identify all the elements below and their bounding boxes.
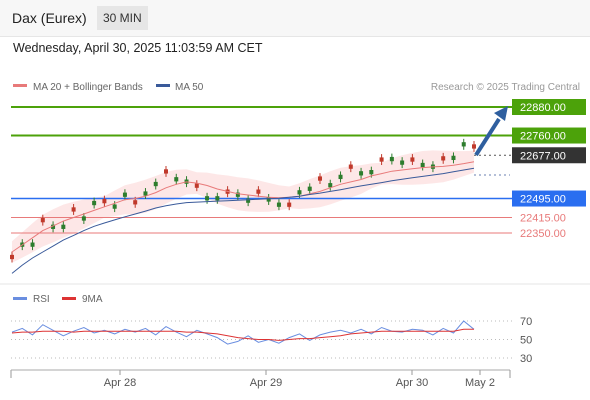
x-tick-label: Apr 29 bbox=[250, 377, 282, 389]
instrument-title: Dax (Eurex) bbox=[12, 10, 87, 26]
ma50-legend-label: MA 50 bbox=[175, 82, 204, 93]
candle-body bbox=[389, 156, 394, 162]
candle-body bbox=[441, 156, 446, 161]
candle-body bbox=[112, 204, 117, 209]
candle-body bbox=[194, 183, 199, 188]
level-label-22350.00: 22350.00 bbox=[520, 228, 566, 240]
candle-body bbox=[102, 199, 107, 204]
level-tag-22760.00 bbox=[512, 127, 586, 144]
level-label-22495.00: 22495.00 bbox=[520, 194, 566, 206]
candle-body bbox=[51, 224, 56, 229]
candle-body bbox=[143, 191, 148, 196]
candle-body bbox=[133, 200, 138, 205]
level-label-22677.00: 22677.00 bbox=[520, 150, 566, 162]
rsi-legend-label: RSI bbox=[33, 294, 50, 305]
rsi-tick-30: 30 bbox=[520, 353, 532, 365]
level-tag-22880.00 bbox=[512, 99, 586, 115]
x-tick-label: May 2 bbox=[465, 377, 495, 389]
candle-body bbox=[451, 155, 456, 161]
ma20-legend-swatch bbox=[13, 84, 27, 87]
projection-arrow bbox=[474, 106, 508, 157]
candle-body bbox=[10, 254, 14, 260]
copyright-label: Research © 2025 Trading Central bbox=[431, 82, 580, 93]
level-tag-22495.00 bbox=[512, 190, 586, 207]
candle-body bbox=[348, 164, 353, 169]
candle-body bbox=[153, 181, 158, 187]
bollinger-band bbox=[12, 150, 474, 263]
rsi-legend-swatch bbox=[13, 297, 27, 300]
candle-body bbox=[40, 218, 45, 223]
candle-body bbox=[276, 202, 281, 207]
level-tag-22677.00 bbox=[512, 147, 586, 164]
rsi-tick-50: 50 bbox=[520, 335, 532, 347]
rsi-ma-legend-swatch bbox=[62, 297, 76, 300]
candle-body bbox=[81, 216, 86, 221]
timeframe-button[interactable]: 30 MIN bbox=[97, 6, 148, 30]
candle-body bbox=[266, 197, 271, 202]
ma20-line bbox=[11, 161, 475, 253]
rsi-ma-legend-label: 9MA bbox=[82, 294, 103, 305]
chart-header: Dax (Eurex) 30 MIN bbox=[0, 0, 590, 37]
candle-body bbox=[338, 174, 343, 180]
rsi-tick-70: 70 bbox=[520, 316, 532, 328]
candle-body bbox=[205, 196, 210, 201]
candle-body bbox=[461, 142, 466, 147]
candle-body bbox=[472, 144, 476, 149]
candle-body bbox=[318, 176, 322, 181]
candle-body bbox=[174, 177, 179, 182]
level-label-22415.00: 22415.00 bbox=[520, 213, 566, 225]
candle-body bbox=[359, 171, 364, 176]
candle-body bbox=[297, 190, 302, 195]
candle-body bbox=[61, 224, 66, 229]
ma20-legend-label: MA 20 + Bollinger Bands bbox=[33, 82, 143, 93]
ma50-legend-swatch bbox=[156, 84, 170, 87]
candle-body bbox=[246, 198, 251, 203]
timestamp: Wednesday, April 30, 2025 11:03:59 AM CE… bbox=[13, 41, 263, 55]
candle-body bbox=[30, 242, 35, 247]
candle-body bbox=[164, 169, 168, 174]
candle-body bbox=[92, 200, 97, 206]
candle-body bbox=[307, 186, 312, 191]
candle-body bbox=[369, 170, 374, 175]
candle-body bbox=[215, 196, 220, 201]
x-tick-label: Apr 28 bbox=[104, 377, 136, 389]
candle-body bbox=[287, 202, 292, 207]
candle-body bbox=[420, 162, 425, 168]
candle-body bbox=[379, 157, 384, 162]
candle-body bbox=[400, 160, 405, 165]
x-tick-label: Apr 30 bbox=[396, 377, 428, 389]
candle-body bbox=[235, 192, 240, 197]
level-label-22880.00: 22880.00 bbox=[520, 102, 566, 114]
candle-body bbox=[71, 207, 76, 212]
candle-body bbox=[122, 192, 127, 197]
rsi-line bbox=[11, 320, 475, 345]
candle-body bbox=[256, 189, 261, 194]
candle-body bbox=[328, 183, 333, 188]
ma50-line bbox=[11, 167, 475, 274]
rsi-ma-line bbox=[11, 328, 474, 341]
level-label-22760.00: 22760.00 bbox=[520, 131, 566, 143]
candle-body bbox=[410, 157, 415, 162]
